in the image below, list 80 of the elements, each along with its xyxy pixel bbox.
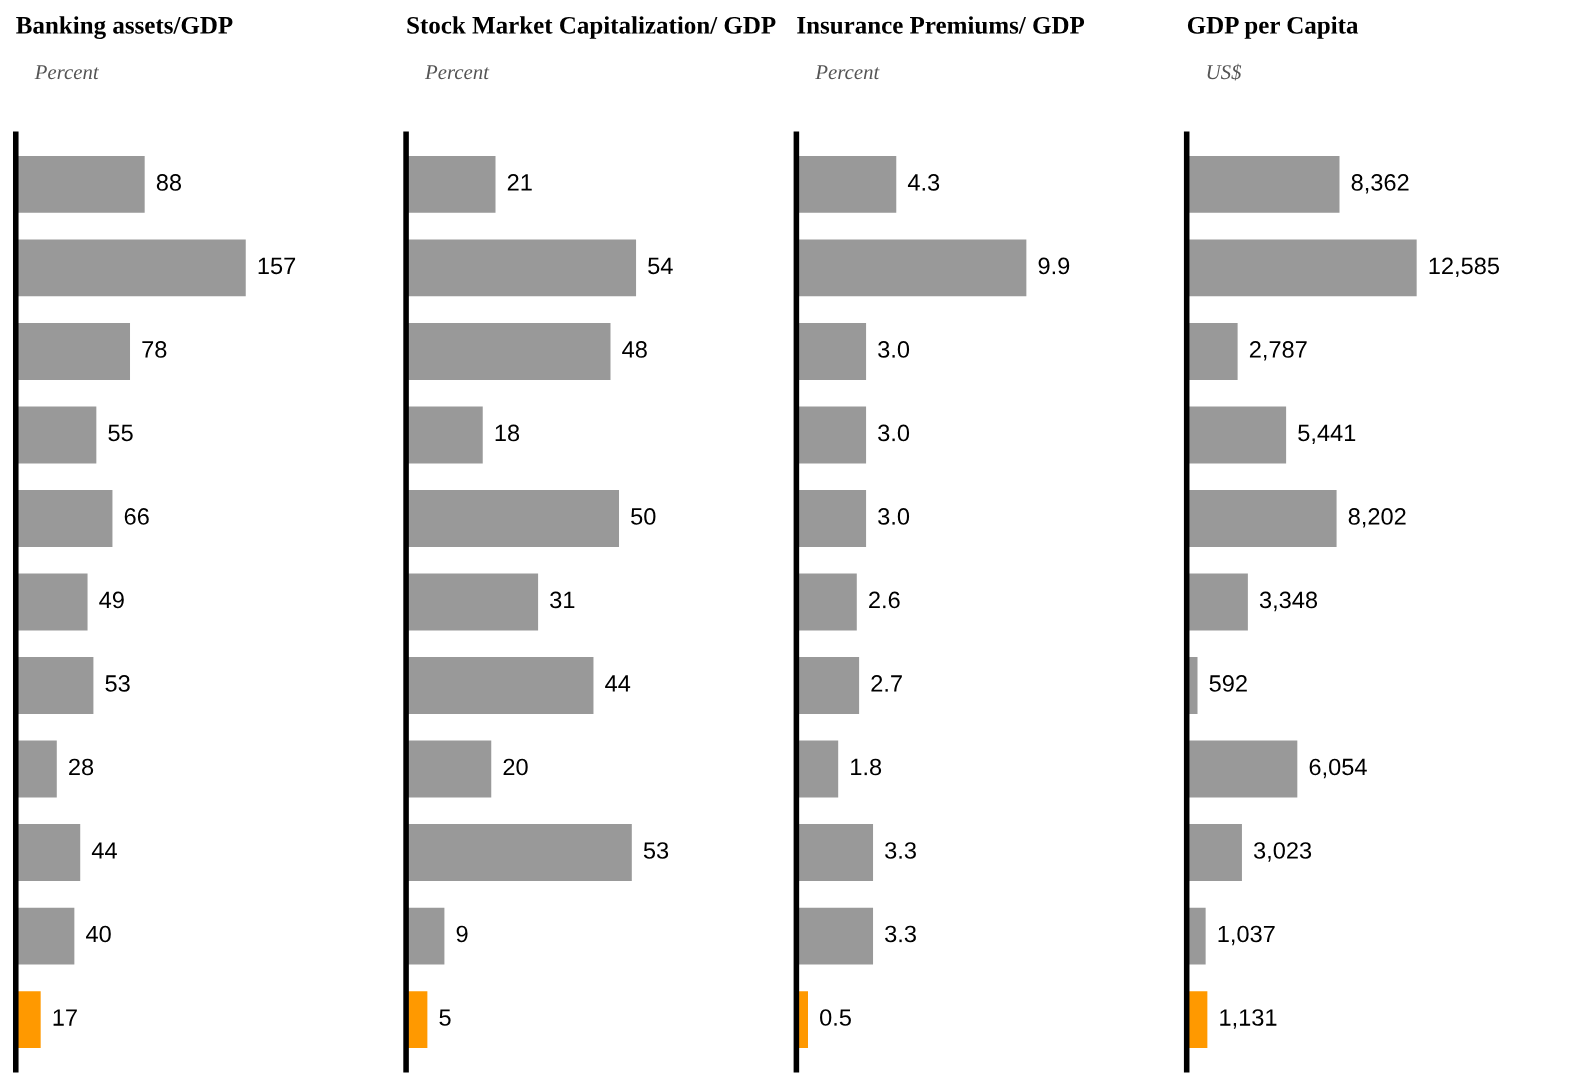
bar — [406, 156, 496, 213]
data-label: 6,054 — [1309, 758, 1367, 779]
bar — [406, 239, 637, 297]
data-label: 78 — [142, 341, 167, 358]
bar — [796, 490, 867, 547]
chart-title: GDP per Capita — [1187, 16, 1359, 39]
chart-title: Banking assets/GDP — [16, 16, 233, 39]
data-label: 17 — [53, 1009, 77, 1026]
data-label: 592 — [1209, 675, 1247, 692]
chart-title: Insurance Premiums/ GDP — [797, 16, 1085, 34]
data-label: 1,131 — [1220, 1009, 1277, 1029]
data-label: 5,441 — [1298, 424, 1356, 445]
data-label: 157 — [258, 257, 296, 275]
bar — [406, 740, 492, 798]
chart-subtitle: Percent — [424, 65, 490, 80]
data-label: 88 — [156, 174, 182, 191]
bar — [1186, 573, 1248, 631]
bar — [406, 824, 632, 881]
chart-subtitle: Percent — [34, 65, 100, 80]
data-label: 5 — [439, 1009, 451, 1026]
bar — [1186, 156, 1340, 213]
bar — [406, 490, 620, 547]
data-label: 21 — [507, 174, 532, 191]
bar — [1186, 740, 1298, 798]
data-label: 54 — [648, 257, 673, 275]
chart-subtitle: US$ — [1207, 63, 1242, 81]
data-label: 2,787 — [1249, 341, 1307, 361]
bar — [406, 323, 611, 380]
data-label: 2.7 — [871, 675, 902, 692]
bar — [796, 657, 860, 714]
data-label: 1.8 — [851, 758, 882, 776]
data-label: 9.9 — [1038, 257, 1070, 275]
data-label: 40 — [86, 925, 111, 943]
data-label: 53 — [105, 675, 130, 692]
bar — [1186, 323, 1238, 380]
data-label: 20 — [503, 758, 528, 776]
data-label: 44 — [91, 842, 117, 859]
data-label: 3,023 — [1253, 842, 1312, 862]
data-label: 28 — [69, 758, 94, 776]
data-label: 50 — [631, 508, 656, 525]
bar — [406, 573, 539, 631]
data-label: 9 — [456, 925, 468, 943]
data-label: 18 — [495, 424, 520, 442]
data-label: 66 — [124, 508, 149, 525]
bar — [406, 657, 594, 714]
bar — [1186, 824, 1242, 881]
data-label: 1,037 — [1218, 925, 1275, 946]
data-label: 3.3 — [885, 925, 916, 943]
bar — [796, 323, 867, 380]
bar — [1186, 406, 1287, 464]
data-label: 3.0 — [878, 424, 910, 442]
bar — [796, 740, 839, 798]
data-label: 31 — [550, 591, 575, 609]
bar — [1186, 490, 1337, 547]
data-label: 3.0 — [878, 508, 910, 525]
bar — [796, 156, 897, 213]
chart-title: Stock Market Capitalization/ GDP — [407, 16, 776, 39]
data-label: 0.5 — [820, 1009, 851, 1026]
data-label: 3.3 — [885, 842, 916, 859]
bar — [796, 907, 874, 965]
data-label: 8,202 — [1348, 508, 1406, 528]
bar — [796, 824, 874, 881]
bar — [406, 406, 483, 464]
data-label: 3.0 — [878, 341, 910, 358]
data-label: 12,585 — [1429, 257, 1500, 278]
data-label: 2.6 — [869, 591, 900, 609]
data-label: 53 — [643, 842, 669, 859]
data-label: 4.3 — [907, 174, 940, 191]
data-label: 48 — [622, 341, 647, 358]
chart-subtitle: Percent — [815, 65, 880, 80]
bar — [406, 907, 445, 965]
bar — [796, 239, 1027, 297]
bar — [1186, 239, 1417, 297]
bar — [796, 573, 857, 631]
data-label: 44 — [605, 675, 631, 692]
data-label: 55 — [108, 424, 133, 442]
bar — [796, 406, 867, 464]
data-label: 8,362 — [1351, 174, 1409, 194]
data-label: 49 — [99, 591, 124, 609]
data-label: 3,348 — [1259, 591, 1318, 612]
